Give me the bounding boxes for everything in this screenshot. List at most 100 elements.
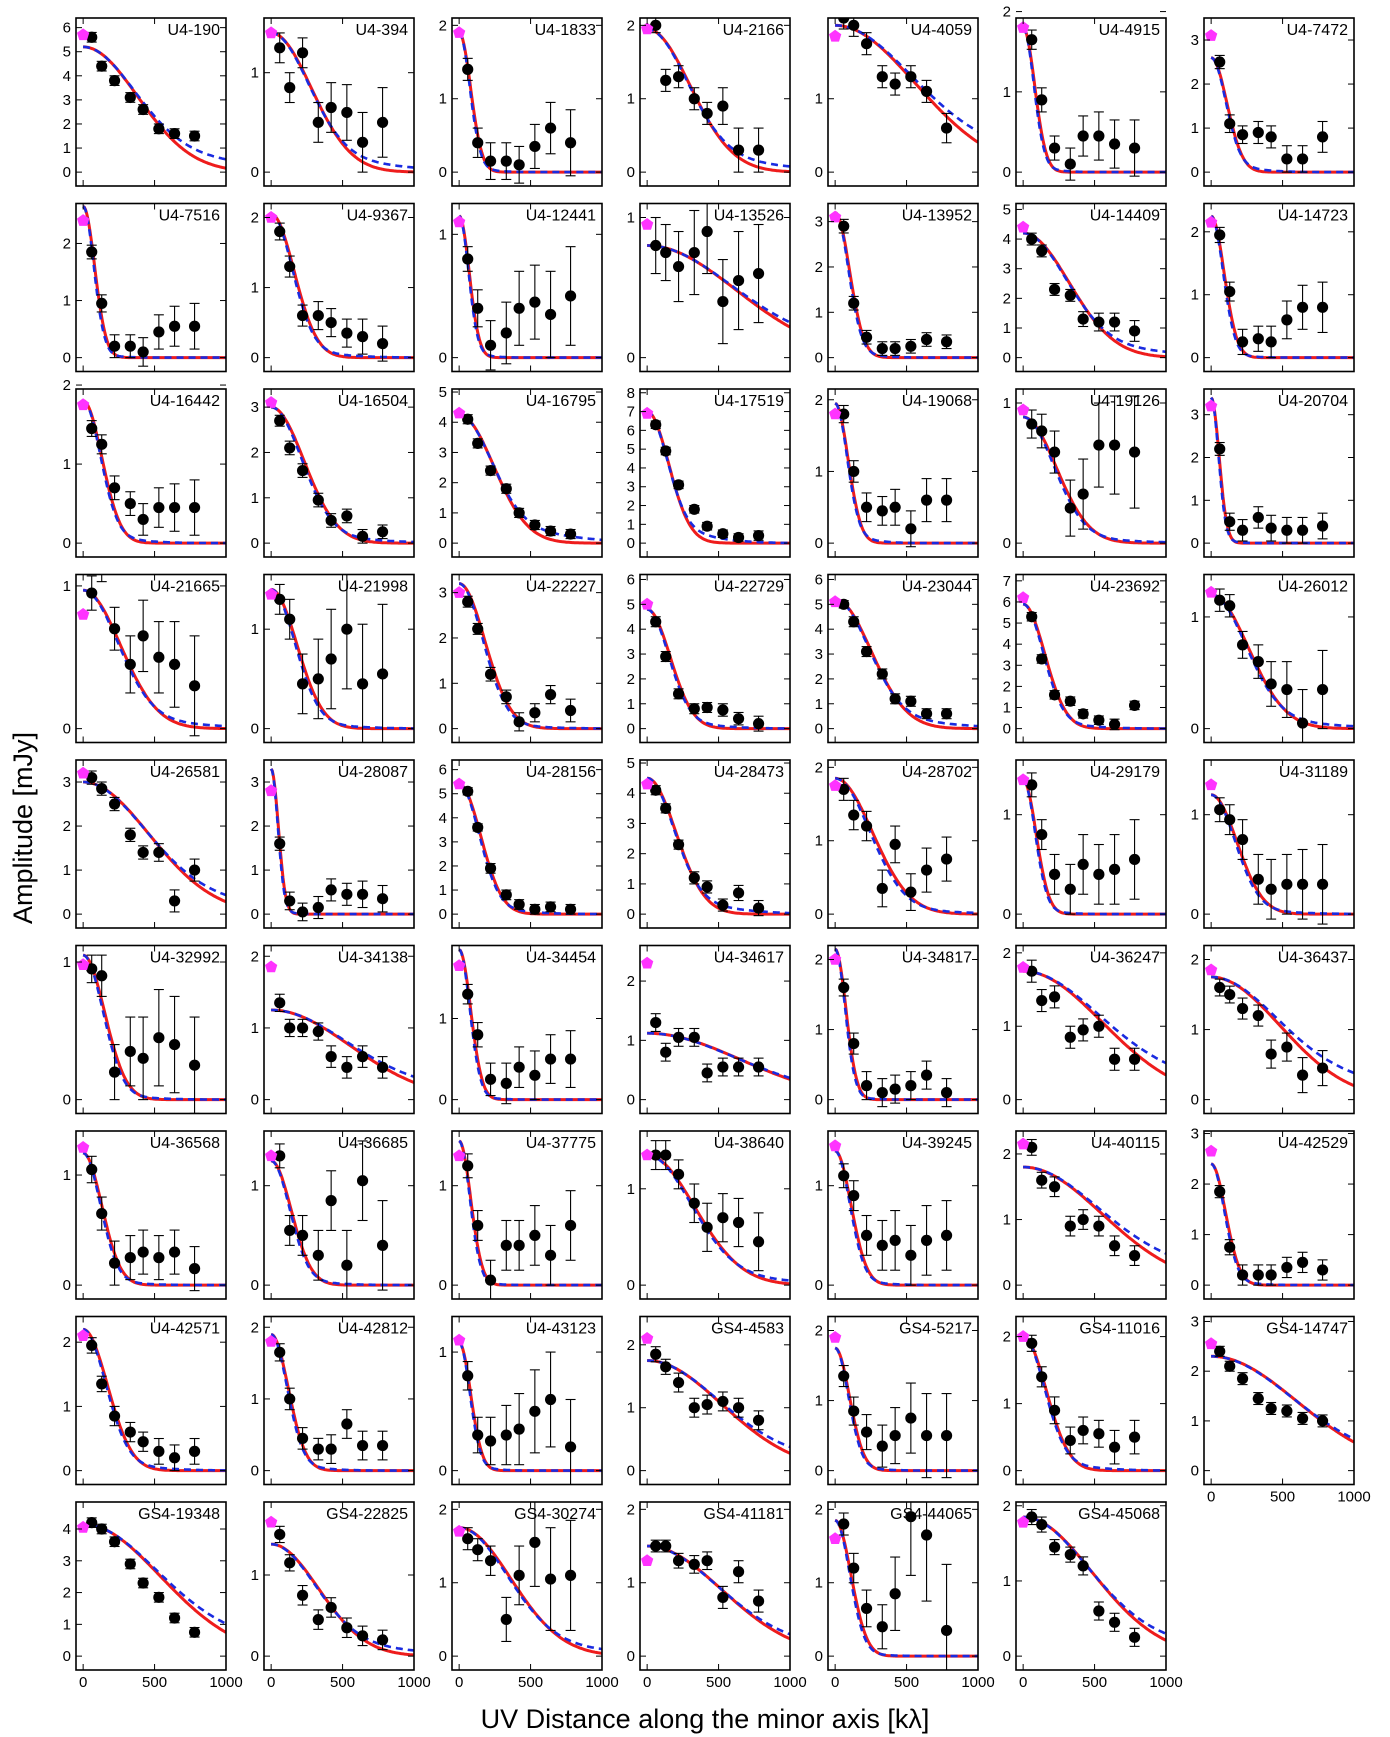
panel-frame [263,388,415,558]
data-point [544,1249,557,1261]
y-tick-label: 2 [627,846,635,863]
y-tick-label: 2 [251,818,259,835]
data-point [1236,524,1249,536]
y-tick-label: 1 [1191,807,1199,824]
plot-area [1017,1137,1166,1267]
y-tick-label: 0 [1191,721,1199,738]
y-tick-label: 0 [63,1463,71,1480]
panel: 0 1 2 U4-36437 [1191,944,1355,1115]
y-tick-label: 0 [439,164,447,181]
data-point [1236,833,1249,846]
y-tick-label: 2 [1191,450,1199,467]
zero-spacing-marker [77,1520,90,1533]
y-tick-label: 0 [627,1277,635,1294]
model-dashed-line [82,1328,226,1472]
data-point [472,302,484,314]
y-tick-label: 1 [439,1344,447,1361]
plot-area [641,956,790,1083]
panel-label: U4-4915 [1099,22,1160,39]
panel-label: U4-14409 [1090,208,1160,225]
panel-frame [827,388,979,558]
panel-label: U4-29179 [1090,764,1160,781]
y-tick-label: 3 [1191,32,1199,49]
y-tick-label: 1 [815,463,823,480]
data-point [1265,1402,1277,1415]
data-point [1128,1631,1141,1643]
y-tick-label: 4 [815,621,823,638]
y-tick-label: 0 [1003,1463,1011,1480]
model-solid-line [82,1522,226,1634]
y-tick-label: 0 [63,1648,71,1665]
zero-spacing-marker [1205,29,1218,41]
data-point [274,42,286,54]
panel-frame [639,388,791,558]
plot-area [77,1327,226,1473]
plot-area [1017,591,1166,731]
data-point [889,1083,901,1095]
plot-area [641,1539,790,1641]
zero-spacing-marker [641,218,654,230]
data-point [1093,130,1105,142]
data-point [920,494,933,506]
y-tick-label: 0 [627,1463,635,1480]
model-solid-line [270,31,414,174]
y-tick-label: 3 [63,1553,71,1570]
data-point [513,1061,525,1073]
y-tick-label: 0 [1191,535,1199,552]
zero-spacing-marker [1017,220,1030,233]
data-point [1128,1431,1141,1443]
data-point [1093,1220,1105,1232]
data-point [889,342,901,355]
data-point [513,898,525,911]
y-tick-label: 3 [251,774,259,791]
plot-area [77,398,226,545]
y-tick-label: 1 [627,696,635,713]
y-tick-label: 1 [1003,1018,1011,1035]
y-tick-label: 0 [1191,906,1199,923]
data-point [1252,656,1264,668]
panel-frame [75,944,227,1115]
data-point [672,1555,685,1567]
panel-label: U4-7516 [159,208,220,225]
model-dashed-line [1210,214,1354,359]
data-point [462,253,474,265]
data-point [732,1061,745,1073]
data-point [1265,336,1277,348]
panel-frame [1203,17,1355,187]
y-tick-label: 3 [439,585,447,602]
zero-spacing-marker [829,953,842,965]
zero-spacing-marker [453,1149,466,1162]
data-point [1236,1373,1249,1385]
data-point [752,267,765,280]
panel-label: U4-21998 [338,579,408,596]
panel: 0 1 2 GS4-4583 [627,1315,791,1486]
data-point [341,623,353,635]
panel-label: GS4-44065 [890,1506,972,1523]
model-solid-line [646,776,790,916]
y-tick-label: 5 [439,786,447,803]
model-dashed-line [83,780,226,897]
data-point [1108,863,1121,875]
data-point [732,1402,745,1414]
zero-spacing-marker [641,1554,654,1566]
data-point [1036,828,1048,841]
panel: 0 1 2 3 U4-7472 [1191,17,1355,187]
panel: 0 1 U4-38640 [627,1130,791,1300]
model-solid-line [82,1151,226,1287]
data-point [940,1429,953,1442]
y-tick-label: 2 [1191,1363,1199,1380]
plot-area [77,205,226,367]
data-point [108,798,121,810]
data-point [1281,314,1293,326]
y-tick-label: 0 [63,350,71,367]
data-point [876,71,888,83]
data-point [1214,804,1226,816]
panel-label: U4-43123 [526,1321,596,1338]
panel-frame [75,388,227,558]
panel-frame [1015,1315,1167,1486]
data-point [732,887,745,899]
zero-spacing-marker [641,597,654,610]
data-point [1252,873,1264,885]
panel-frame [75,17,227,187]
data-point [500,1429,512,1441]
